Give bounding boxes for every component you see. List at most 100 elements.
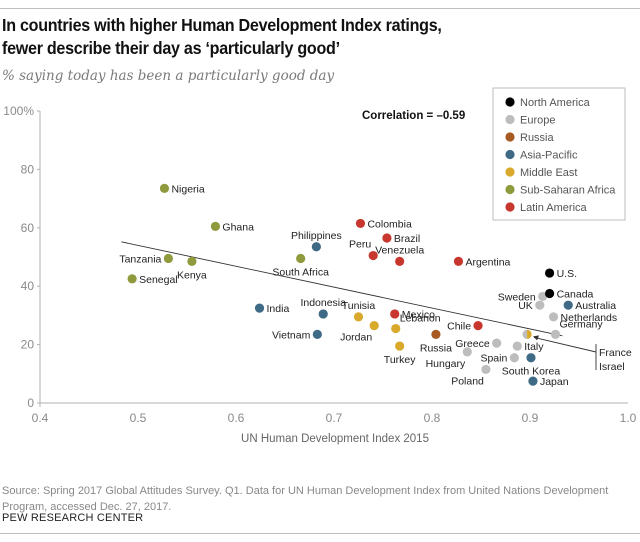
y-tick-label: 20 (21, 338, 35, 352)
data-point-jordan: Jordan (340, 321, 379, 344)
data-point-hungary: Hungary (426, 347, 472, 370)
point-label: Russia (420, 342, 452, 354)
x-tick-label: 0.4 (32, 411, 49, 425)
legend-label: North America (520, 97, 591, 109)
data-point-senegal: Senegal (127, 274, 178, 286)
legend: North America Europe Russia Asia-Pacific Mid… (492, 87, 626, 221)
point-marker (473, 321, 483, 331)
legend-swatch (505, 149, 515, 160)
point-label: Vietnam (272, 329, 311, 341)
point-label: Germany (559, 318, 603, 330)
data-point-canada: Canada (545, 289, 594, 301)
point-marker (127, 274, 137, 284)
x-tick-label: 0.6 (228, 411, 245, 425)
data-point-greece: Greece (455, 338, 502, 350)
x-tick-label: 0.9 (522, 411, 539, 425)
legend-item: Russia (505, 132, 555, 144)
data-point-argentina: Argentina (453, 256, 511, 268)
data-point-vietnam: Vietnam (272, 329, 322, 341)
callout-arrow-line (533, 336, 597, 353)
point-label: South Africa (272, 266, 329, 278)
data-point-germany: Germany (550, 318, 603, 339)
point-marker (395, 256, 405, 266)
data-point-nigeria: Nigeria (159, 183, 205, 195)
legend-label: Sub-Saharan Africa (520, 185, 616, 197)
trend-line (121, 241, 563, 337)
x-tick-label: 1.0 (620, 411, 637, 425)
chart-title-line-2: fewer describe their day as ‘particularl… (2, 38, 340, 58)
chart-title: In countries with higher Human Developme… (2, 14, 572, 60)
point-label: Kenya (177, 269, 207, 281)
point-marker (481, 364, 491, 375)
data-point-tanzania: Tanzania (119, 253, 173, 265)
france-israel-callout: France Israel (533, 335, 632, 373)
legend-label: Asia-Pacific (520, 150, 578, 162)
data-point-mexico: Mexico (390, 309, 435, 321)
data-point-australia: Australia (563, 300, 616, 312)
x-tick-label: 0.5 (130, 411, 147, 425)
point-marker (368, 250, 378, 261)
point-marker (563, 300, 573, 310)
legend-label: Middle East (520, 167, 577, 179)
legend-item: Europe (505, 115, 555, 127)
legend-item: Asia-Pacific (505, 150, 578, 162)
y-tick-label: 60 (21, 221, 35, 235)
point-label: India (267, 303, 290, 315)
data-point-venezuela: Venezuela (375, 244, 424, 266)
legend-label: Latin America (520, 202, 588, 214)
point-marker (550, 329, 561, 339)
data-point-peru: Peru (349, 239, 378, 261)
data-point-u-s-: U.S. (545, 268, 577, 280)
legend-item: Middle East (505, 167, 577, 179)
point-marker (318, 309, 328, 319)
data-point-poland: Poland (451, 364, 491, 387)
point-marker (453, 256, 464, 266)
point-label: Canada (557, 289, 594, 301)
data-point-sweden: Sweden (498, 291, 548, 303)
data-point-ghana: Ghana (210, 221, 254, 233)
axes: 0.4 0.5 0.6 0.7 0.8 0.9 1.0 0 20 40 60 80 100% (3, 104, 636, 425)
point-label: Hungary (426, 358, 466, 370)
y-tick-label: 80 (21, 162, 35, 176)
point-label: Venezuela (375, 244, 424, 256)
point-marker-left-half (522, 329, 528, 339)
data-point-south-africa: South Africa (272, 253, 329, 278)
chart-title-line-1: In countries with higher Human Developme… (2, 15, 442, 35)
legend-swatch (505, 97, 515, 107)
correlation-annotation: Correlation = –0.59 (362, 110, 465, 122)
point-marker (159, 183, 170, 193)
point-label: Poland (451, 375, 484, 387)
point-marker (545, 268, 555, 278)
point-label: Senegal (139, 274, 178, 286)
point-marker (210, 221, 221, 231)
point-label: Japan (540, 376, 569, 388)
point-marker (382, 233, 392, 243)
point-label: Indonesia (300, 297, 346, 309)
x-tick-label: 0.7 (326, 411, 343, 425)
data-point-colombia: Colombia (355, 218, 412, 230)
point-label: Brazil (394, 233, 420, 245)
legend-item: Latin America (505, 202, 588, 214)
data-point-russia: Russia (420, 329, 452, 354)
point-marker (528, 376, 538, 386)
legend-swatch (505, 184, 515, 195)
credit: PEW RESEARCH CENTER (2, 512, 144, 524)
point-marker (353, 312, 364, 322)
point-marker-right-half (527, 329, 532, 339)
point-label: Turkey (384, 354, 416, 366)
data-point-spain: Spain (480, 353, 519, 365)
point-label: Mexico (402, 309, 435, 321)
point-marker (431, 329, 441, 339)
point-marker (296, 253, 306, 264)
data-point-netherlands: Netherlands (548, 312, 617, 324)
legend-label: Europe (520, 115, 555, 127)
point-label: Colombia (367, 218, 412, 230)
point-marker (311, 242, 321, 252)
point-label: Philippines (291, 230, 342, 242)
data-point-philippines: Philippines (291, 230, 342, 252)
point-label: Spain (480, 353, 507, 365)
point-marker (187, 256, 197, 266)
legend-item: Sub-Saharan Africa (505, 185, 616, 197)
data-point-tunisia: Tunisia (342, 300, 375, 322)
